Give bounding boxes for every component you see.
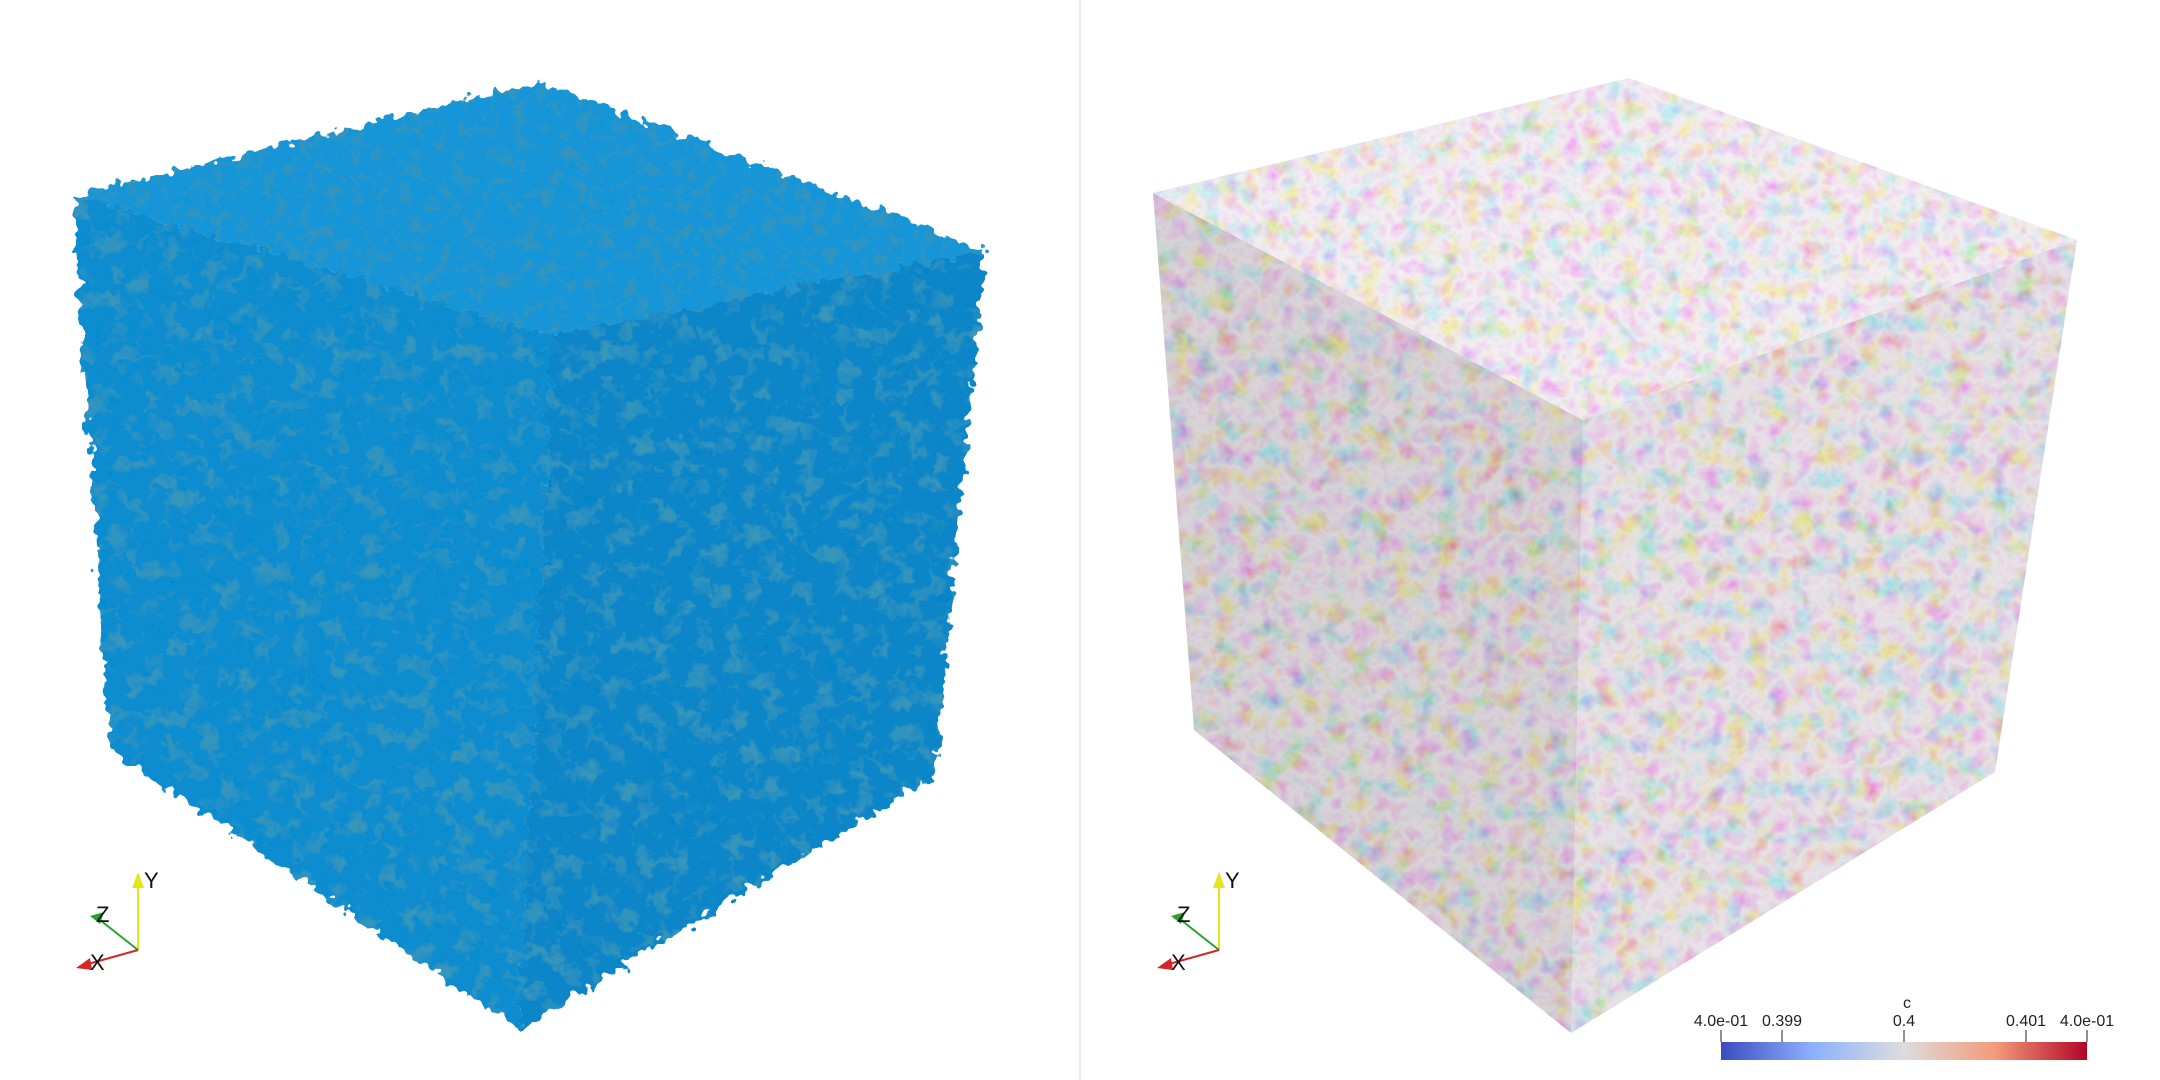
- orientation-axes-widget-right: Y Z X: [1157, 868, 1240, 975]
- axis-x-label: X: [1171, 950, 1186, 975]
- orientation-axes-widget: Y Z X: [76, 868, 159, 975]
- view-splitter[interactable]: [1079, 0, 1081, 1080]
- colorbar-gradient: [1721, 1042, 2087, 1060]
- axis-z-label: Z: [1177, 902, 1190, 927]
- slice-view[interactable]: Y Z X c 4.0e-01 0.399 0.4 0.401 4.0e-01: [1081, 0, 2160, 1080]
- field-cube-canvas: [1153, 78, 2077, 1033]
- colorbar-title: c: [1903, 995, 1911, 1012]
- colorbar-ticks: 4.0e-01 0.399 0.4 0.401 4.0e-01: [1694, 1013, 2114, 1042]
- colorbar-tick-label: 4.0e-01: [2060, 1013, 2114, 1030]
- colorbar-tick-label: 4.0e-01: [1694, 1013, 1748, 1030]
- colorbar-tick-label: 0.401: [2006, 1013, 2046, 1030]
- axis-x-label: X: [90, 950, 105, 975]
- isosurface-cube: [72, 82, 985, 1030]
- isosurface-view[interactable]: Y Z X: [0, 0, 1079, 1080]
- isosurface-canvas: [72, 82, 985, 1030]
- colorbar-tick-label: 0.399: [1762, 1013, 1802, 1030]
- axis-y-label: Y: [144, 868, 159, 893]
- colorbar-tick-label: 0.4: [1893, 1013, 1915, 1030]
- field-cube: [1153, 78, 2077, 1033]
- axis-y-label: Y: [1225, 868, 1240, 893]
- colorbar[interactable]: c 4.0e-01 0.399 0.4 0.401 4.0e-01: [1691, 980, 2131, 1080]
- axis-z-label: Z: [96, 902, 109, 927]
